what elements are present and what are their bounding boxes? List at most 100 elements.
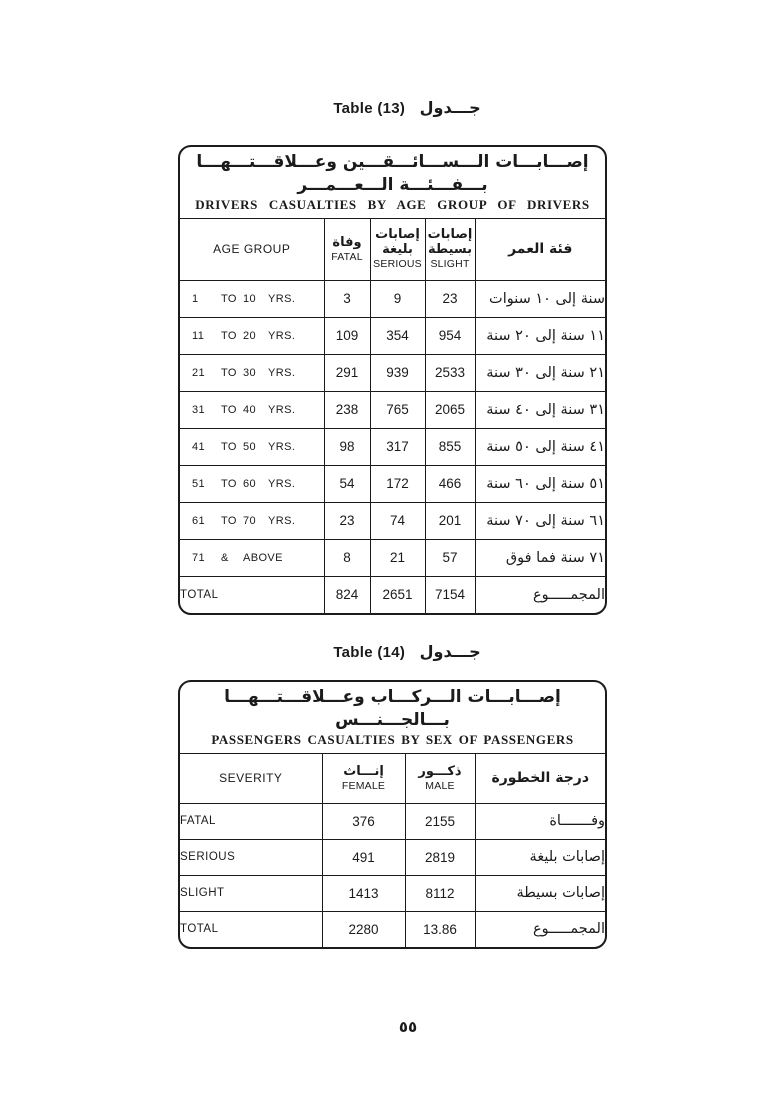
table14-caption-english: Table (14) — [333, 644, 406, 661]
age-range-cell: 41 TO 50 YRS. — [180, 427, 325, 466]
severity-label-cell: SERIOUS — [180, 838, 323, 876]
age-arabic-cell: ٢١ سنة إلى ٣٠ سنة — [474, 353, 605, 392]
age-range-cell: 31 TO 40 YRS. — [180, 390, 325, 429]
table14-grid: SEVERITY إنـــاث FEMALE ذكـــور MALE درج… — [180, 754, 605, 948]
age-link: TO — [221, 366, 237, 379]
table14-title-block: إصـــابـــات الـــركـــاب وعـــلاقـــتــ… — [180, 682, 605, 755]
table-row: 51 TO 60 YRS. 54 172 466 ٥١ سنة إلى ٦٠ س… — [180, 464, 605, 503]
slight-value-cell: 23 — [424, 279, 476, 318]
fatal-value-cell: 109 — [323, 316, 371, 355]
age-from: 51 — [192, 477, 206, 490]
table13-title-block: إصـــابـــات الـــســـائـــقـــين وعـــل… — [180, 147, 605, 220]
passengers-casualties-table: إصـــابـــات الـــركـــاب وعـــلاقـــتــ… — [178, 680, 607, 950]
total-arabic-cell: المجمـــــوع — [474, 910, 605, 948]
severity-arabic-cell: إصابات بليغة — [474, 838, 605, 876]
age-range-cell: 1 TO 10 YRS. — [180, 279, 325, 318]
age-range-cell: 61 TO 70 YRS. — [180, 501, 325, 540]
age-unit: YRS. — [268, 403, 296, 416]
age-unit: YRS. — [268, 366, 296, 379]
total-male-cell: 13.86 — [404, 910, 476, 948]
severity-label-cell: FATAL — [180, 802, 323, 840]
age-range-cell: 21 TO 30 YRS. — [180, 353, 325, 392]
age-link: TO — [221, 292, 237, 305]
female-value-cell: 1413 — [321, 874, 406, 912]
table-row: FATAL 376 2155 وفـــــــاة — [180, 802, 605, 840]
col-header-male: ذكـــور MALE — [404, 754, 476, 804]
slight-value-cell: 57 — [424, 538, 476, 577]
table-row: 31 TO 40 YRS. 238 765 2065 ٣١ سنة إلى ٤٠… — [180, 390, 605, 429]
age-to: 50 — [243, 440, 257, 453]
age-link: TO — [221, 329, 237, 342]
col-header-fatal: وفاة FATAL — [323, 219, 371, 281]
age-arabic-cell: ١١ سنة إلى ٢٠ سنة — [474, 316, 605, 355]
age-to: 30 — [243, 366, 257, 379]
table14-caption-arabic: جـــدول — [419, 642, 481, 661]
age-link: & — [221, 551, 229, 564]
male-value-cell: 8112 — [404, 874, 476, 912]
table-row: SLIGHT 1413 8112 إصابات بسيطة — [180, 874, 605, 912]
age-unit: YRS. — [268, 292, 296, 305]
age-unit: YRS. — [268, 440, 296, 453]
age-arabic-cell: سنة إلى ١٠ سنوات — [474, 279, 605, 318]
fatal-value-cell: 238 — [323, 390, 371, 429]
serious-value-cell: 939 — [369, 353, 426, 392]
serious-value-cell: 172 — [369, 464, 426, 503]
table13-caption: Table (13) جـــدول — [16, 98, 782, 118]
col-header-age-group: AGE GROUP — [180, 219, 325, 281]
table-row: 61 TO 70 YRS. 23 74 201 ٦١ سنة إلى ٧٠ سن… — [180, 501, 605, 540]
slight-value-cell: 2065 — [424, 390, 476, 429]
serious-value-cell: 317 — [369, 427, 426, 466]
age-from: 21 — [192, 366, 206, 379]
total-row: TOTAL 824 2651 7154 المجمـــــوع — [180, 575, 605, 614]
col-header-age-arabic: فئة العمر — [474, 219, 605, 281]
age-unit: YRS. — [268, 477, 296, 490]
slight-value-cell: 466 — [424, 464, 476, 503]
table13-header-row: AGE GROUP وفاة FATAL إصابات بليغة SERIOU… — [180, 219, 605, 281]
table14-caption: Table (14) جـــدول — [16, 642, 782, 662]
table14-title-arabic: إصـــابـــات الـــركـــاب وعـــلاقـــتــ… — [224, 687, 561, 730]
age-arabic-cell: ٥١ سنة إلى ٦٠ سنة — [474, 464, 605, 503]
table13-caption-english: Table (13) — [333, 100, 406, 117]
age-to: 10 — [243, 292, 257, 305]
serious-value-cell: 354 — [369, 316, 426, 355]
age-arabic-cell: ٤١ سنة إلى ٥٠ سنة — [474, 427, 605, 466]
table14-header-row: SEVERITY إنـــاث FEMALE ذكـــور MALE درج… — [180, 754, 605, 804]
total-fatal-cell: 824 — [323, 575, 371, 614]
severity-label-cell: SLIGHT — [180, 874, 323, 912]
age-from: 61 — [192, 514, 206, 527]
fatal-value-cell: 23 — [323, 501, 371, 540]
total-slight-cell: 7154 — [424, 575, 476, 614]
age-unit: YRS. — [268, 514, 296, 527]
age-from: 1 — [192, 292, 199, 305]
table14-title-english: PASSENGERS CASUALTIES BY SEX OF PASSENGE… — [211, 731, 574, 747]
serious-value-cell: 74 — [369, 501, 426, 540]
fatal-value-cell: 291 — [323, 353, 371, 392]
slight-value-cell: 954 — [424, 316, 476, 355]
male-value-cell: 2155 — [404, 802, 476, 840]
age-to: 70 — [243, 514, 257, 527]
table13-grid: AGE GROUP وفاة FATAL إصابات بليغة SERIOU… — [180, 219, 605, 614]
age-to: 60 — [243, 477, 257, 490]
severity-arabic-cell: إصابات بسيطة — [474, 874, 605, 912]
severity-arabic-cell: وفـــــــاة — [474, 802, 605, 840]
drivers-casualties-table: إصـــابـــات الـــســـائـــقـــين وعـــل… — [178, 145, 607, 616]
age-range-cell: 51 TO 60 YRS. — [180, 464, 325, 503]
fatal-value-cell: 98 — [323, 427, 371, 466]
col-header-serious: إصابات بليغة SERIOUS — [369, 219, 426, 281]
serious-value-cell: 9 — [369, 279, 426, 318]
age-to: ABOVE — [243, 551, 283, 564]
col-header-slight: إصابات بسيطة SLIGHT — [424, 219, 476, 281]
age-link: TO — [221, 403, 237, 416]
age-from: 71 — [192, 551, 206, 564]
slight-value-cell: 855 — [424, 427, 476, 466]
age-arabic-cell: ٧١ سنة فما فوق — [474, 538, 605, 577]
page-number: ٥٥ — [398, 1018, 418, 1036]
age-from: 11 — [192, 329, 205, 342]
fatal-value-cell: 8 — [323, 538, 371, 577]
table-row: 21 TO 30 YRS. 291 939 2533 ٢١ سنة إلى ٣٠… — [180, 353, 605, 392]
table-row: 71 & ABOVE 8 21 57 ٧١ سنة فما فوق — [180, 538, 605, 577]
table-row: 1 TO 10 YRS. 3 9 23 سنة إلى ١٠ سنوات — [180, 279, 605, 318]
fatal-value-cell: 3 — [323, 279, 371, 318]
slight-value-cell: 2533 — [424, 353, 476, 392]
